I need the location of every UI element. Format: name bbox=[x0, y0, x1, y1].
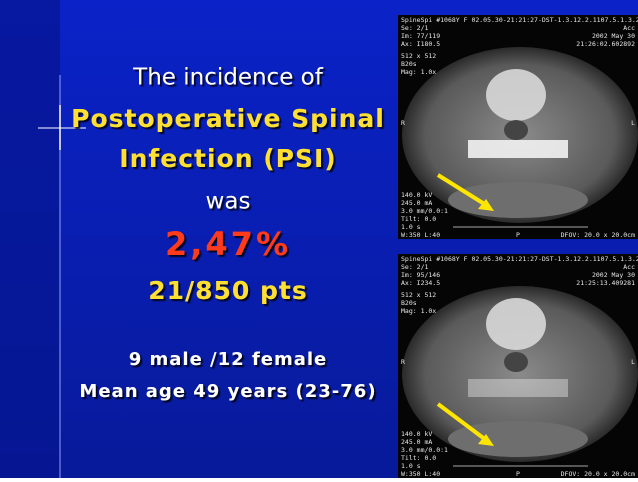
ct-info: Im: 95/146 bbox=[401, 271, 440, 279]
ct-info: Acc bbox=[623, 24, 635, 32]
arrowhead bbox=[478, 434, 494, 446]
ct-image: SpineSpi #1068Y F 02.05.30-21:21:27-DST-… bbox=[398, 254, 638, 478]
arrowhead bbox=[478, 199, 494, 211]
ct-canal bbox=[504, 120, 528, 140]
text-line: Infection (PSI) bbox=[119, 144, 336, 173]
ct-info: 1.0 s bbox=[401, 462, 421, 470]
ct-info: P bbox=[516, 470, 520, 478]
ct-info: 140.0 kV bbox=[401, 191, 432, 199]
ct-info: Im: 77/119 bbox=[401, 32, 440, 40]
ct-info: Ax: I180.5 bbox=[401, 40, 440, 48]
side-band bbox=[0, 0, 60, 478]
text-line: 21/850 pts bbox=[148, 276, 308, 305]
ct-header: SpineSpi #1068Y F 02.05.30-21:21:27-DST-… bbox=[401, 16, 638, 24]
arrow bbox=[436, 173, 488, 207]
ct-info: 2002 May 30 bbox=[592, 32, 635, 40]
text-line: The incidence of bbox=[132, 65, 324, 91]
ct-info: B20s bbox=[401, 299, 417, 307]
ct-side: R bbox=[401, 119, 405, 127]
ct-image: SpineSpi #1068Y F 02.05.30-21:21:27-DST-… bbox=[398, 15, 638, 239]
ct-info: 512 x 512 bbox=[401, 291, 436, 299]
ct-info: Tilt: 0.0 bbox=[401, 454, 436, 462]
ct-info: Mag: 1.0x bbox=[401, 68, 436, 76]
ct-info: DFOV: 20.0 x 20.0cm bbox=[561, 470, 635, 478]
ct-hardware bbox=[468, 379, 568, 397]
text-line: 9 male /12 female bbox=[129, 349, 328, 370]
ct-info: 1.0 s bbox=[401, 223, 421, 231]
ct-info: 21:26:02.602892 bbox=[576, 40, 635, 48]
ct-header: SpineSpi #1068Y F 02.05.30-21:21:27-DST-… bbox=[401, 255, 638, 263]
ct-info: 2002 May 30 bbox=[592, 271, 635, 279]
ct-collection bbox=[448, 421, 588, 457]
ct-vertebra bbox=[486, 298, 546, 350]
ct-info: Mag: 1.0x bbox=[401, 307, 436, 315]
ct-info: W:350 L:40 bbox=[401, 470, 440, 478]
text-line: 2,47% bbox=[165, 225, 291, 263]
ct-info: Ax: I234.5 bbox=[401, 279, 440, 287]
ct-info: DFOV: 20.0 x 20.0cm bbox=[561, 231, 635, 239]
ct-info: 512 x 512 bbox=[401, 52, 436, 60]
ct-info: 3.0 mm/0.0:1 bbox=[401, 207, 448, 215]
ct-collection bbox=[448, 182, 588, 218]
ct-info: 245.0 mA bbox=[401, 438, 432, 446]
ct-info: Se: 2/1 bbox=[401, 263, 428, 271]
slide-text: The incidence of Postoperative Spinal In… bbox=[71, 65, 385, 403]
ct-info: 140.0 kV bbox=[401, 430, 432, 438]
ct-info: Se: 2/1 bbox=[401, 24, 428, 32]
ct-vertebra bbox=[486, 69, 546, 121]
ct-info: 245.0 mA bbox=[401, 199, 432, 207]
ct-hardware bbox=[468, 140, 568, 158]
ct-side: R bbox=[401, 358, 405, 366]
ct-info: Tilt: 0.0 bbox=[401, 215, 436, 223]
ct-info: B20s bbox=[401, 60, 417, 68]
ct-info: 21:25:13.409281 bbox=[576, 279, 635, 287]
ct-canal bbox=[504, 352, 528, 372]
text-line: Mean age 49 years (23-76) bbox=[79, 381, 376, 402]
ct-info: 3.0 mm/0.0:1 bbox=[401, 446, 448, 454]
ct-body bbox=[402, 286, 638, 462]
text-line: was bbox=[206, 189, 251, 215]
ct-info: W:350 L:40 bbox=[401, 231, 440, 239]
ct-side: L bbox=[631, 358, 635, 366]
ct-info: P bbox=[516, 231, 520, 239]
ct-info: Acc bbox=[623, 263, 635, 271]
ct-side: L bbox=[631, 119, 635, 127]
arrow bbox=[436, 402, 488, 442]
text-line: Postoperative Spinal bbox=[71, 104, 385, 133]
